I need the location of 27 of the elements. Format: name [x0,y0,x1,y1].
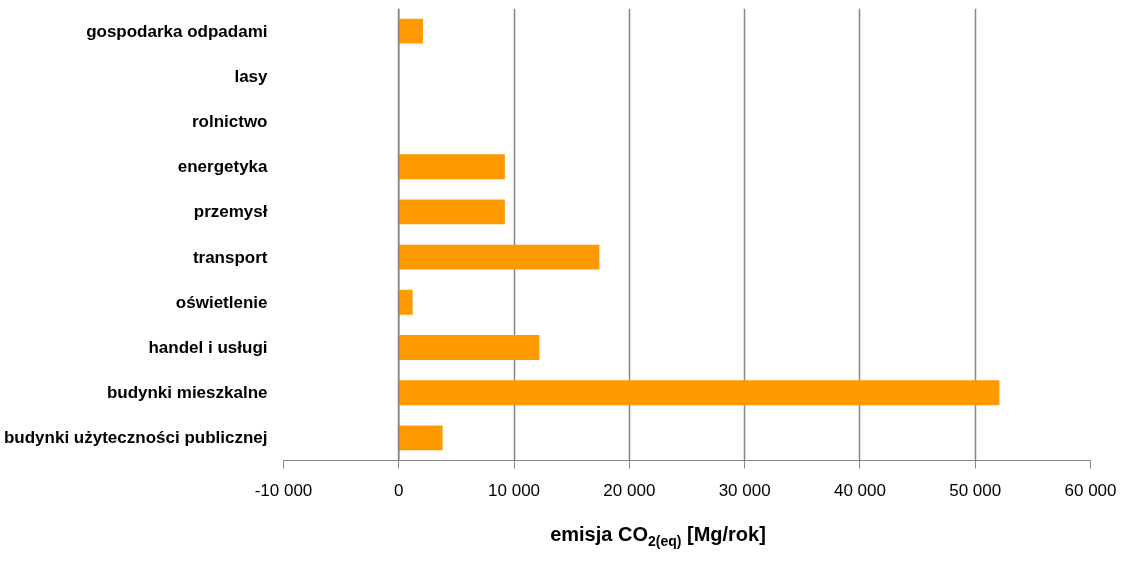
y-tick-label: oświetlenie [175,292,268,312]
x-tick-label: 60 000 [1064,480,1117,500]
y-tick-label: transport [192,247,268,267]
y-tick-label: energetyka [177,157,269,177]
x-tick-label: 30 000 [718,480,771,500]
y-tick-label: budynki mieszkalne [106,383,268,403]
bar [398,425,443,451]
y-tick-label: gospodarka odpadami [86,21,268,41]
bar [398,18,423,44]
bar [398,154,505,180]
x-axis-title: emisja CO$_{2(eq)}$ [Mg/rok] [549,522,767,551]
y-tick-label: handel i usługi [148,338,268,357]
x-tick-label: 50 000 [949,480,1002,500]
y-tick-label: lasy [234,66,269,86]
bar [398,380,1000,406]
x-tick-label: 0 [394,480,404,500]
x-tick-label: 10 000 [488,480,541,500]
bar [398,199,505,225]
y-tick-label: budynki użyteczności publicznej [3,428,268,448]
x-tick-label: -10 000 [254,480,313,500]
y-tick-label: przemysł [193,202,268,222]
x-tick-label: 40 000 [833,480,886,500]
bar [398,289,413,315]
x-tick-label: 20 000 [603,480,656,500]
y-tick-label: rolnictwo [191,112,268,131]
bar [398,335,540,360]
bar [398,244,600,270]
